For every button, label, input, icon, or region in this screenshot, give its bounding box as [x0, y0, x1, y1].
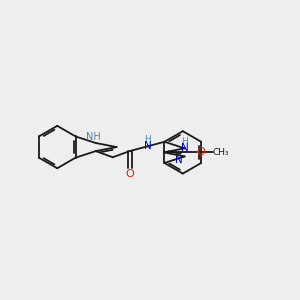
Text: N: N	[144, 141, 152, 152]
Text: O: O	[125, 169, 134, 179]
Text: H: H	[144, 136, 151, 145]
Text: O: O	[197, 147, 206, 158]
Text: N: N	[181, 143, 188, 153]
Text: CH₃: CH₃	[212, 148, 229, 157]
Text: H: H	[181, 137, 188, 146]
Text: NH: NH	[86, 131, 101, 142]
Text: N: N	[176, 155, 183, 165]
